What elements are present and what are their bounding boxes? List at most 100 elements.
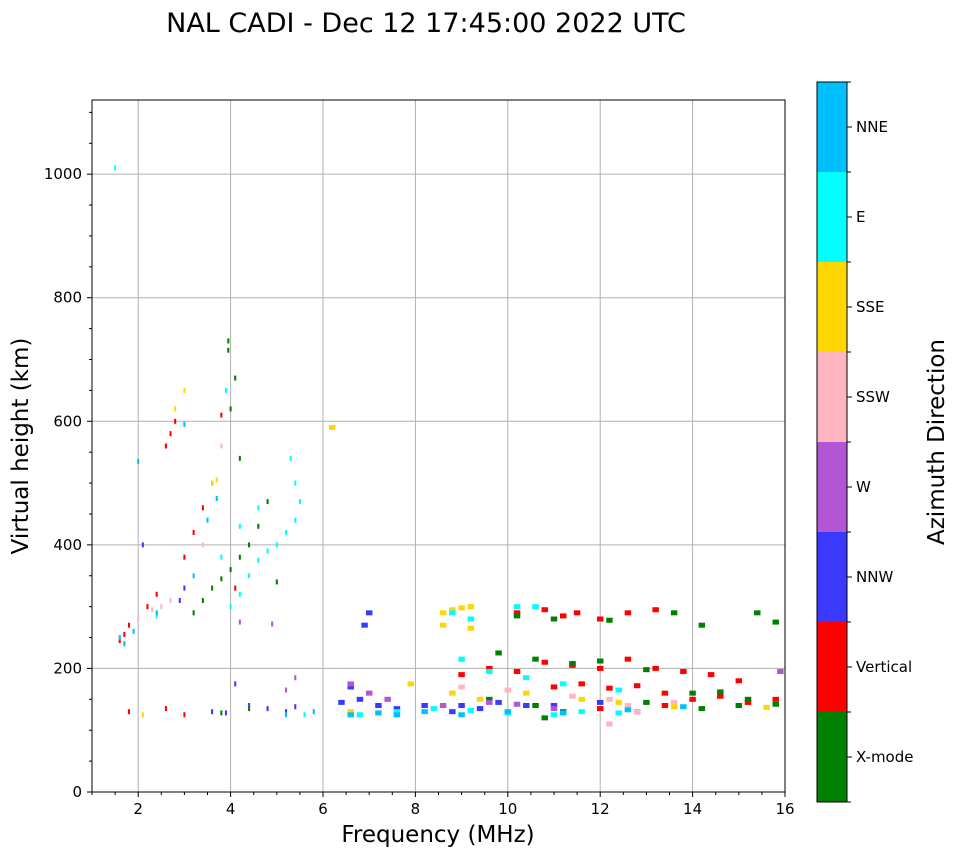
data-point <box>467 604 475 610</box>
data-point <box>596 665 604 671</box>
data-point <box>393 706 401 712</box>
y-tick-label: 600 <box>53 412 82 430</box>
data-point <box>183 585 186 591</box>
data-point <box>661 703 669 708</box>
axis-ticks: 2 4 6 8 10 12 14 16 0 200 400 600 800 1000 <box>44 111 795 818</box>
colorbar-segment <box>817 712 847 802</box>
colorbar-frame <box>816 81 848 803</box>
data-point <box>132 628 135 634</box>
data-point <box>285 687 288 693</box>
data-point <box>155 613 158 619</box>
data-point <box>141 712 144 718</box>
data-point <box>624 707 632 713</box>
data-point <box>578 681 585 687</box>
data-point <box>257 557 260 563</box>
x-tick-label: 10 <box>498 800 517 818</box>
x-tick-label: 16 <box>775 800 794 818</box>
data-point <box>467 616 475 622</box>
data-point <box>285 709 288 715</box>
data-point <box>215 496 218 502</box>
data-point <box>772 619 779 625</box>
x-axis-label: Frequency (MHz) <box>341 822 534 848</box>
data-point <box>744 696 752 702</box>
data-point <box>220 576 223 582</box>
data-point <box>289 455 292 461</box>
data-point <box>211 585 214 591</box>
data-point <box>407 681 415 687</box>
data-point <box>365 690 373 696</box>
data-point <box>137 458 140 464</box>
data-point <box>294 675 297 681</box>
data-point <box>329 424 336 430</box>
data-point <box>707 672 715 678</box>
data-point <box>361 622 368 628</box>
data-point <box>550 706 558 712</box>
data-point <box>229 406 232 412</box>
plot-area: 2 4 6 8 10 12 14 16 0 200 400 600 800 1000 <box>44 99 795 818</box>
data-point <box>615 699 622 705</box>
data-point <box>717 689 724 695</box>
colorbar-tick-label: SSE <box>856 298 885 316</box>
colorbar-tick-label: X-mode <box>856 748 913 766</box>
data-point <box>238 554 241 560</box>
data-point <box>118 635 121 641</box>
data-point <box>550 712 558 718</box>
data-point <box>114 165 117 171</box>
data-point <box>211 709 214 715</box>
data-point <box>643 699 650 705</box>
data-point <box>347 684 354 690</box>
data-point <box>183 421 186 427</box>
data-point <box>735 678 743 684</box>
data-point <box>141 542 144 548</box>
data-point <box>365 610 373 616</box>
data-point <box>285 530 288 535</box>
data-point <box>294 517 297 523</box>
y-axis-label: Virtual height (km) <box>8 338 34 555</box>
data-point <box>486 696 493 702</box>
data-point <box>532 703 539 708</box>
data-point <box>275 542 278 548</box>
data-point <box>215 477 218 483</box>
data-point <box>606 617 613 623</box>
data-point <box>560 710 567 716</box>
colorbar-tick-label: SSW <box>856 388 890 406</box>
data-point <box>513 669 521 675</box>
data-point <box>224 710 228 716</box>
data-point <box>229 604 232 610</box>
x-tick-label: 6 <box>318 800 328 818</box>
data-point <box>174 418 177 424</box>
y-tick-label: 200 <box>53 659 82 677</box>
data-point <box>523 703 530 708</box>
data-point <box>606 685 613 691</box>
data-point <box>486 699 493 705</box>
data-point <box>137 616 140 622</box>
data-point <box>192 530 195 535</box>
colorbar-tick-label: Vertical <box>856 658 912 676</box>
data-point <box>698 706 706 712</box>
data-point <box>670 610 678 616</box>
x-tick-label: 14 <box>683 800 702 818</box>
data-point <box>541 715 548 721</box>
data-point <box>347 709 354 715</box>
data-point <box>569 660 576 666</box>
data-point <box>118 638 121 644</box>
data-point <box>532 604 539 610</box>
data-point <box>183 387 186 393</box>
data-point <box>735 703 743 708</box>
data-point <box>248 573 251 579</box>
data-point <box>633 709 641 715</box>
data-point <box>234 585 237 591</box>
data-point <box>652 607 659 613</box>
data-point <box>624 656 632 662</box>
data-point <box>772 696 779 702</box>
colorbar: X-mode Vertical NNW W SSW SSE E NNE <box>816 81 913 803</box>
x-tick-label: 4 <box>226 800 236 818</box>
data-point <box>206 517 209 523</box>
data-point <box>127 622 130 628</box>
data-point <box>266 548 269 554</box>
data-point <box>486 665 493 671</box>
data-point <box>227 338 230 344</box>
data-point <box>192 573 195 579</box>
data-point <box>257 523 260 529</box>
